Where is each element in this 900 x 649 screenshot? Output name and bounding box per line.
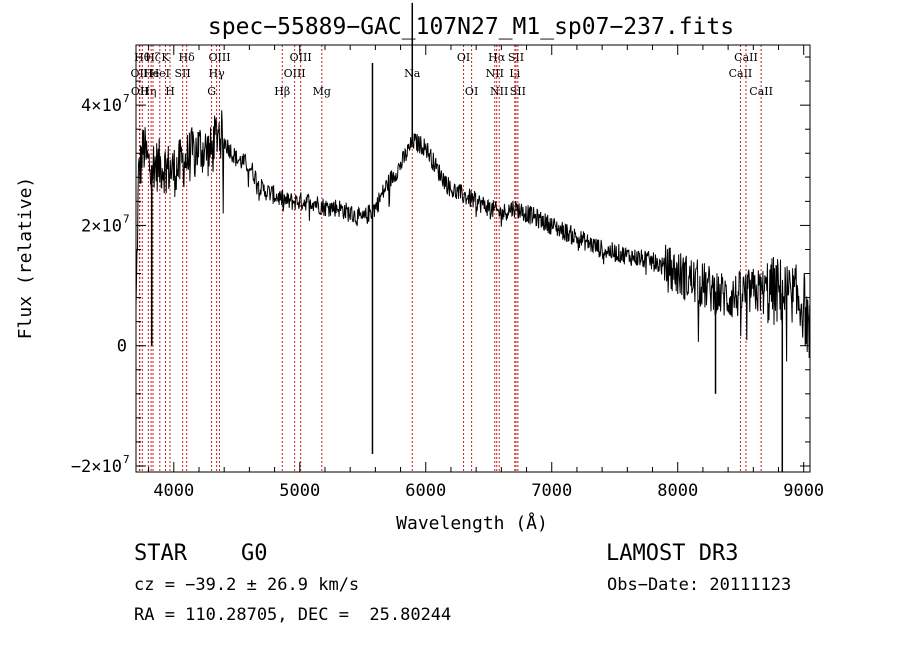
x-tick-label: 4000 xyxy=(153,481,194,501)
line-label: CaII xyxy=(734,51,758,64)
x-tick-label: 5000 xyxy=(279,481,320,501)
spectrum-layer xyxy=(135,2,811,472)
line-label: G xyxy=(207,85,216,98)
line-label: CaII xyxy=(729,67,753,80)
x-tick-label: 6000 xyxy=(405,481,446,501)
line-label: Hα xyxy=(488,51,506,64)
line-label: He xyxy=(143,67,159,80)
line-label: K xyxy=(161,51,170,64)
spectrum-trace xyxy=(135,110,811,362)
y-tick-exponent: 7 xyxy=(123,212,130,225)
y-axis-label: Flux (relative) xyxy=(15,177,36,340)
y-tick-label: 0 xyxy=(117,337,127,357)
line-label: OI xyxy=(457,51,470,64)
spectral-line-markers: HθOIIOIIHηHζHeHeIKHSIIHδGHγOIIIHβOIIIOII… xyxy=(131,45,773,472)
line-label: Li xyxy=(509,67,520,80)
line-label: HeI xyxy=(150,67,170,80)
line-label: Hη xyxy=(140,85,156,98)
line-label: Hθ xyxy=(134,51,151,64)
obs-date: Obs−Date: 20111123 xyxy=(607,575,791,595)
y-tick-exponent: 7 xyxy=(123,92,130,105)
coordinates: RA = 110.28705, DEC = 25.80244 xyxy=(134,605,451,625)
line-label: NII xyxy=(490,85,508,98)
line-label: Hβ xyxy=(274,85,290,98)
line-label: OI xyxy=(465,85,478,98)
subclass: G0 xyxy=(241,541,268,566)
y-tick-label: 4×10 xyxy=(81,96,122,116)
line-label: NII xyxy=(486,67,504,80)
line-label: OIII xyxy=(290,51,312,64)
plot-frame xyxy=(135,44,811,473)
line-label: OII xyxy=(131,85,149,98)
x-tick-label: 8000 xyxy=(657,481,698,501)
x-axis-label: Wavelength (Å) xyxy=(396,512,548,534)
y-tick-label: −2×10 xyxy=(71,457,122,477)
redshift-cz: cz = −39.2 ± 26.9 km/s xyxy=(134,575,359,595)
line-label: Hγ xyxy=(209,67,226,80)
line-label: SII xyxy=(510,85,526,98)
line-label: H xyxy=(165,85,175,98)
line-label: SII xyxy=(174,67,190,80)
x-tick-label: 9000 xyxy=(783,481,824,501)
line-label: Hδ xyxy=(179,51,196,64)
line-label: Hζ xyxy=(145,51,161,64)
chart-title: spec−55889−GAC_107N27_M1_sp07−237.fits xyxy=(208,14,734,40)
x-tick-label: 7000 xyxy=(531,481,572,501)
survey-name: LAMOST DR3 xyxy=(606,541,738,566)
y-tick-exponent: 7 xyxy=(123,453,130,466)
object-class: STAR xyxy=(134,541,188,566)
line-label: CaII xyxy=(749,85,773,98)
line-label: Mg xyxy=(313,85,331,98)
line-label: SII xyxy=(508,51,524,64)
line-label: OIII xyxy=(208,51,230,64)
line-label: OIII xyxy=(284,67,306,80)
y-tick-label: 2×10 xyxy=(81,216,122,236)
